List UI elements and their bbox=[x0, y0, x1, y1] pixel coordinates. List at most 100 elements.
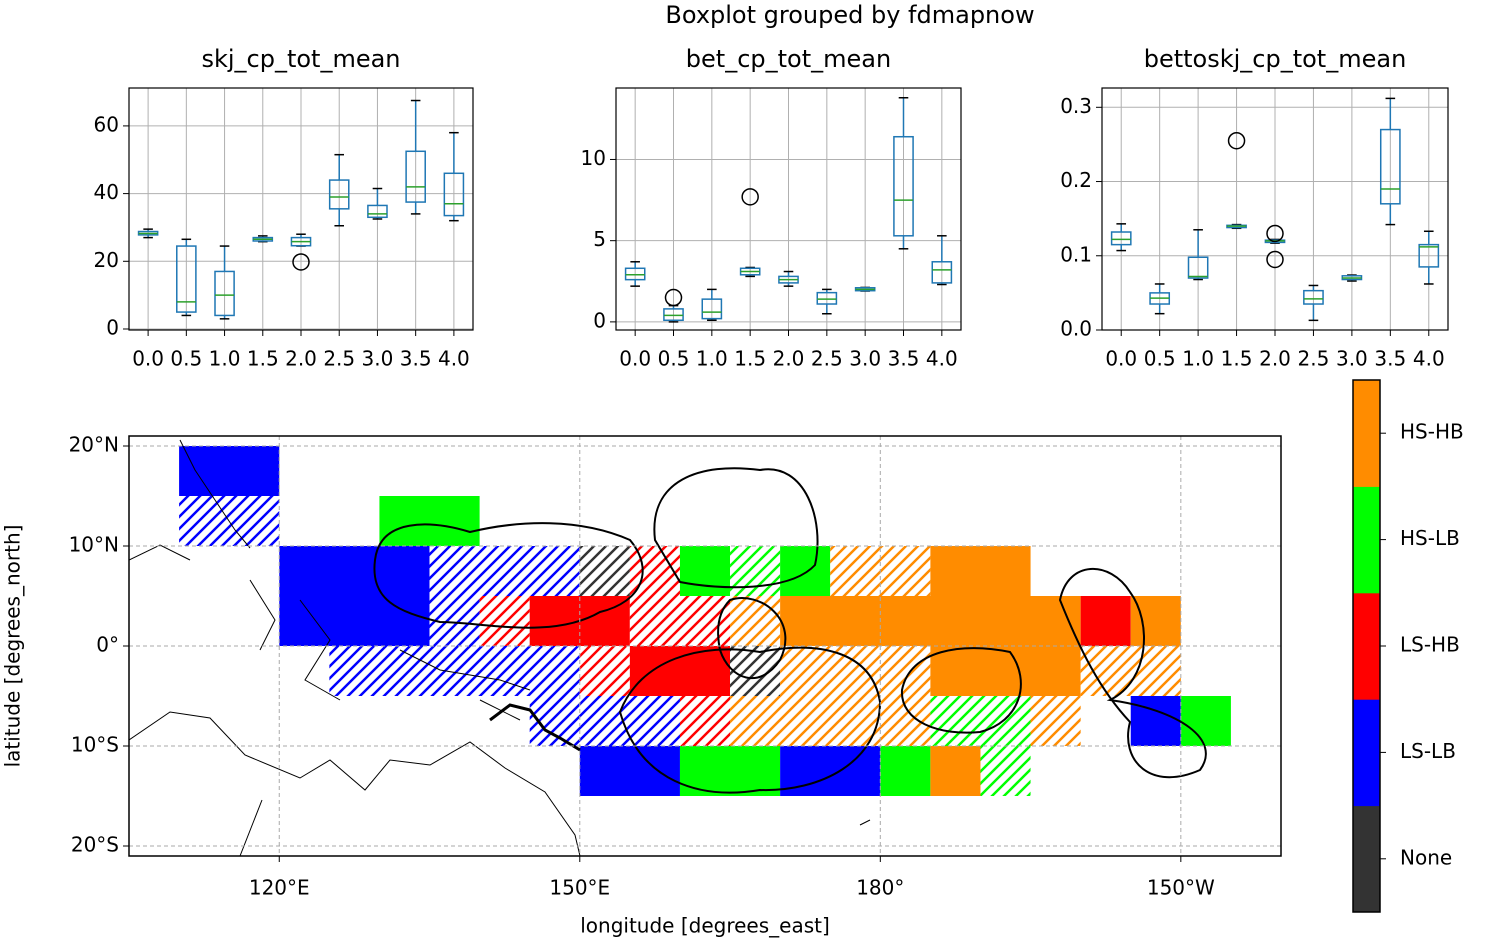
x-tick-label: 3.0 bbox=[849, 347, 881, 371]
box bbox=[1379, 128, 1401, 205]
map-cell bbox=[730, 696, 931, 746]
x-tick-label: 150°E bbox=[549, 876, 610, 900]
box bbox=[1110, 231, 1132, 246]
x-tick-label: 180° bbox=[856, 876, 904, 900]
figure-title: Boxplot grouped by fdmapnow bbox=[665, 1, 1034, 29]
x-tick-label: 1.5 bbox=[247, 347, 279, 371]
colorbar-frame bbox=[1352, 379, 1381, 913]
map-cell bbox=[730, 546, 781, 596]
x-tick-label: 4.0 bbox=[1413, 347, 1445, 371]
y-tick-label: 60 bbox=[94, 112, 119, 136]
x-tick-label: 3.5 bbox=[400, 347, 432, 371]
map-cell bbox=[579, 546, 630, 596]
box bbox=[214, 270, 235, 317]
colorbar-label: None bbox=[1400, 845, 1452, 869]
box bbox=[328, 179, 350, 210]
box bbox=[1303, 289, 1324, 305]
map-cell bbox=[730, 646, 781, 696]
y-tick-label: 0 bbox=[593, 308, 606, 332]
x-tick-label: 4.0 bbox=[438, 347, 470, 371]
outlier bbox=[1227, 131, 1246, 150]
x-tick-label: 2.5 bbox=[811, 347, 843, 371]
map-cell bbox=[930, 546, 1031, 596]
map-cell bbox=[329, 646, 580, 696]
y-tick-label: 0.1 bbox=[1060, 242, 1092, 266]
outlier bbox=[1266, 224, 1284, 243]
colorbar-segment bbox=[1353, 592, 1380, 700]
box bbox=[1418, 243, 1440, 268]
box bbox=[367, 204, 388, 219]
map-cell bbox=[1080, 596, 1131, 646]
x-tick-label: 1.5 bbox=[734, 347, 766, 371]
map-cell bbox=[679, 746, 781, 796]
map-cell bbox=[1080, 646, 1181, 696]
axes-frame bbox=[128, 87, 474, 331]
x-tick-label: 120°E bbox=[249, 876, 310, 900]
map-cell bbox=[529, 696, 680, 746]
box bbox=[893, 135, 914, 237]
map-cell bbox=[1030, 696, 1081, 746]
colorbar-label: HS-HB bbox=[1400, 420, 1464, 444]
map-cell bbox=[279, 596, 430, 646]
subplot-title: skj_cp_tot_mean bbox=[201, 45, 400, 73]
box bbox=[663, 308, 684, 322]
box bbox=[1187, 256, 1209, 279]
map-cell bbox=[980, 746, 1031, 796]
box bbox=[405, 150, 426, 203]
map-cell bbox=[930, 746, 981, 796]
y-tick-label: 0 bbox=[106, 315, 119, 339]
map-cell bbox=[179, 446, 280, 496]
x-tick-label: 0.0 bbox=[619, 347, 651, 371]
x-axis-label: longitude [degrees_east] bbox=[580, 914, 830, 938]
x-tick-label: 2.0 bbox=[1259, 347, 1291, 371]
box bbox=[176, 245, 197, 313]
x-tick-label: 1.0 bbox=[1182, 347, 1214, 371]
subplot-title: bet_cp_tot_mean bbox=[686, 45, 891, 73]
map-cell bbox=[930, 646, 1081, 696]
x-tick-label: 2.5 bbox=[1298, 347, 1330, 371]
box bbox=[701, 298, 723, 320]
y-tick-label: 0.0 bbox=[1060, 317, 1092, 341]
x-tick-label: 0.0 bbox=[1105, 347, 1137, 371]
x-tick-label: 4.0 bbox=[926, 347, 958, 371]
colorbar-segment bbox=[1353, 699, 1380, 807]
box bbox=[624, 267, 646, 281]
map-cell bbox=[930, 696, 1031, 746]
x-tick-label: 3.0 bbox=[362, 347, 394, 371]
x-tick-label: 0.0 bbox=[132, 347, 164, 371]
map-cell bbox=[579, 746, 680, 796]
map-cell bbox=[429, 546, 580, 596]
map-cell bbox=[629, 646, 731, 696]
x-tick-label: 0.5 bbox=[1144, 347, 1176, 371]
map-cell bbox=[780, 596, 1081, 646]
y-tick-label: 20°S bbox=[71, 833, 119, 857]
axes-frame bbox=[128, 435, 1282, 857]
map-cell bbox=[880, 746, 931, 796]
x-tick-label: 150°W bbox=[1147, 876, 1215, 900]
colorbar-label: LS-HB bbox=[1400, 633, 1460, 657]
colorbar-segment bbox=[1353, 380, 1380, 487]
x-tick-label: 2.5 bbox=[323, 347, 355, 371]
map-cell bbox=[780, 546, 831, 596]
y-tick-label: 0.2 bbox=[1060, 168, 1092, 192]
map-cell bbox=[579, 646, 630, 696]
outlier bbox=[741, 188, 759, 206]
y-tick-label: 20°N bbox=[69, 433, 119, 457]
y-tick-label: 10°S bbox=[71, 733, 119, 757]
x-tick-label: 2.0 bbox=[773, 347, 805, 371]
y-tick-label: 0.3 bbox=[1060, 94, 1092, 118]
y-tick-label: 10 bbox=[581, 146, 606, 170]
map-cell bbox=[379, 496, 480, 546]
map-cell bbox=[1130, 696, 1181, 746]
outlier bbox=[292, 253, 310, 271]
map-cell bbox=[679, 696, 731, 746]
box bbox=[443, 172, 465, 217]
outlier bbox=[664, 288, 683, 307]
outlier bbox=[1266, 250, 1284, 269]
y-tick-label: 10°N bbox=[69, 533, 119, 557]
colorbar-label: LS-LB bbox=[1400, 739, 1456, 763]
colorbar-label: HS-LB bbox=[1400, 526, 1460, 550]
x-tick-label: 3.5 bbox=[888, 347, 920, 371]
